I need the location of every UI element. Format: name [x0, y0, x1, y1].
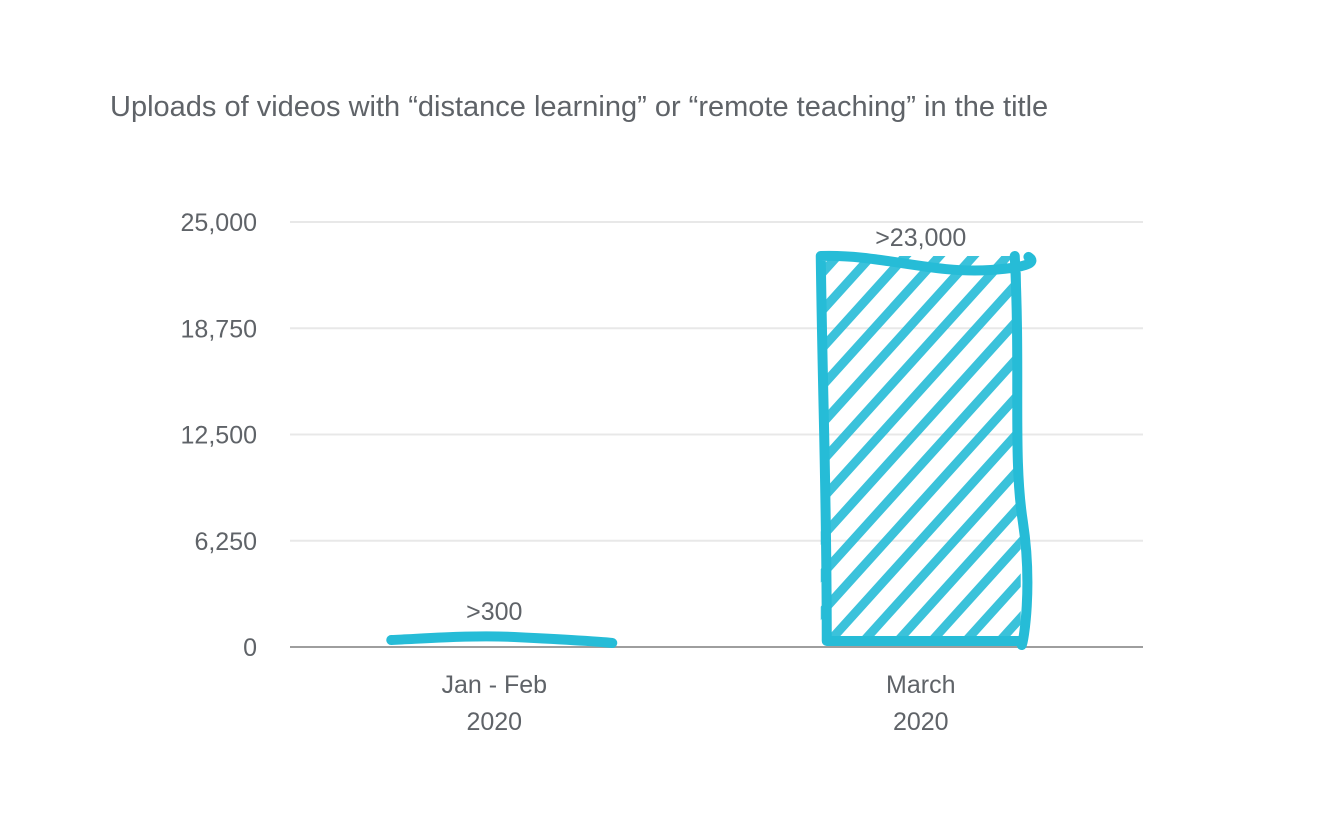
hatch-stroke — [820, 272, 1021, 508]
hatch-stroke — [447, 246, 813, 651]
hatch-stroke — [857, 460, 1021, 641]
bar-outline — [815, 250, 1037, 650]
bar-jan-feb-2020 — [386, 631, 618, 648]
hatch-stroke — [413, 246, 779, 651]
hatch-stroke — [1093, 246, 1324, 651]
hatch-stroke — [823, 422, 1021, 641]
hatch-stroke — [891, 498, 1021, 641]
x-tick-label: 2020 — [466, 708, 522, 736]
hatch-stroke — [820, 347, 1021, 583]
x-tick-label: March — [886, 671, 955, 699]
hatch-stroke — [820, 256, 946, 395]
y-axis: 0 6,250 12,500 18,750 25,000 — [181, 209, 257, 662]
hatch-stroke — [820, 256, 912, 357]
data-label: >23,000 — [875, 224, 966, 252]
y-tick-label: 18,750 — [181, 315, 257, 343]
data-label: >300 — [466, 598, 522, 626]
x-tick-label: Jan - Feb — [441, 671, 547, 699]
bar-march-2020 — [413, 246, 1324, 651]
hatch-stroke — [820, 256, 1014, 470]
hatch-stroke — [820, 385, 1021, 621]
hatch-stroke — [820, 256, 980, 432]
data-labels: >300 >23,000 — [466, 224, 966, 626]
bar-hatching — [413, 246, 1324, 651]
hatch-stroke — [959, 573, 1021, 641]
x-tick-label: 2020 — [893, 708, 949, 736]
x-axis: Jan - Feb 2020 March 2020 — [441, 671, 955, 736]
y-tick-label: 0 — [243, 634, 257, 662]
bars — [386, 246, 1324, 651]
hatch-stroke — [1059, 246, 1324, 651]
y-tick-label: 6,250 — [194, 528, 257, 556]
hatch-stroke — [820, 309, 1021, 545]
y-tick-label: 25,000 — [181, 209, 257, 237]
chart-title: Uploads of videos with “distance learnin… — [110, 91, 1048, 123]
hatch-stroke — [1025, 246, 1324, 651]
hatch-stroke — [925, 535, 1021, 641]
gridlines — [290, 221, 1143, 648]
y-tick-label: 12,500 — [181, 422, 257, 450]
hatch-stroke — [820, 256, 844, 282]
hatch-stroke — [993, 611, 1021, 641]
